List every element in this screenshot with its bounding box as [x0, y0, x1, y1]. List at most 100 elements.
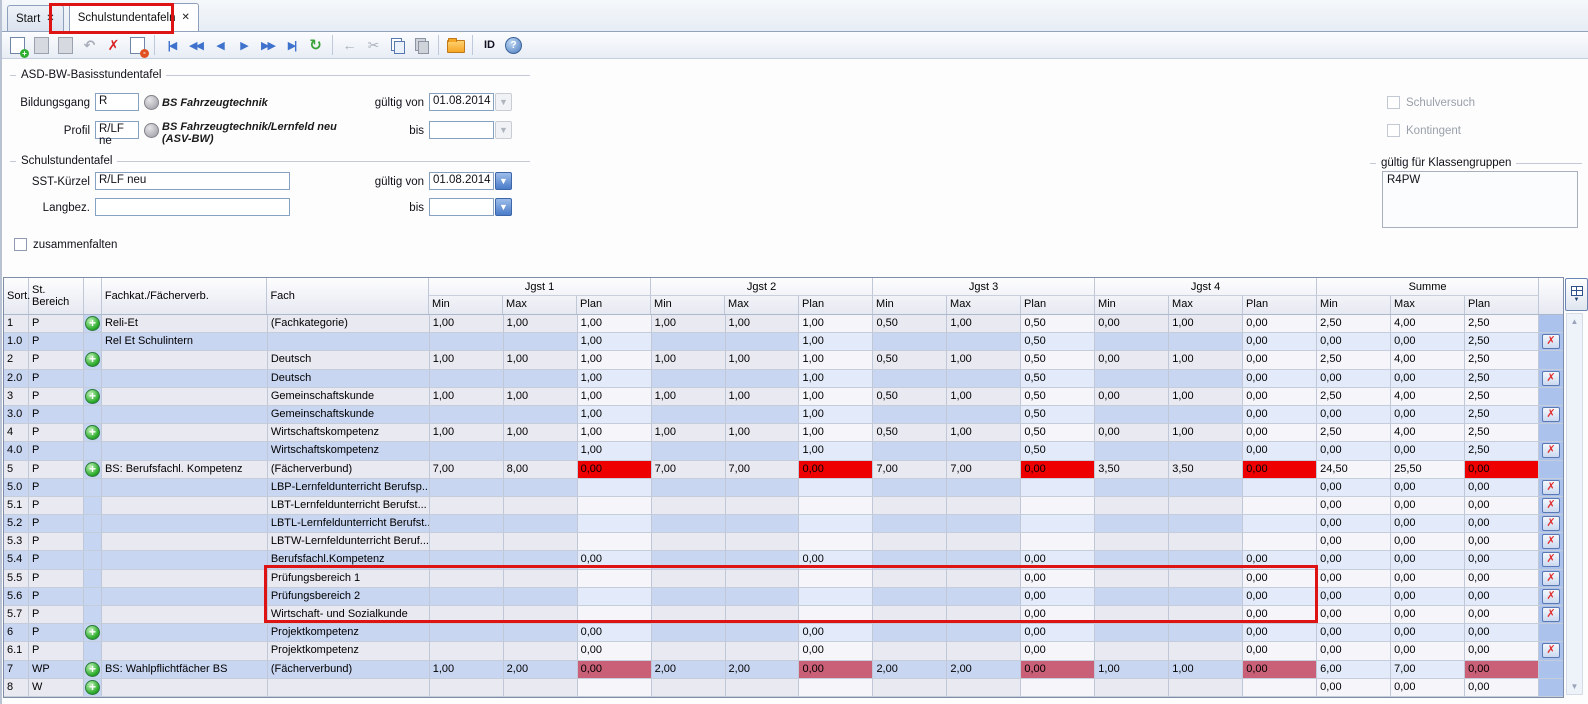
- cell-value[interactable]: [1095, 478, 1170, 497]
- delete-row-icon[interactable]: ✗: [1542, 643, 1560, 659]
- cell-value[interactable]: [725, 442, 800, 461]
- cell-value[interactable]: [651, 606, 726, 625]
- cell-value[interactable]: 0,00: [1243, 460, 1318, 479]
- cell-value[interactable]: 0,00: [1391, 533, 1466, 552]
- cell-value[interactable]: 1,00: [725, 387, 800, 406]
- schul-bis-dropdown-icon[interactable]: ▼: [495, 198, 512, 216]
- cell-value[interactable]: [873, 333, 948, 352]
- cell-value[interactable]: [799, 478, 874, 497]
- cell-fach[interactable]: (Fachkategorie): [267, 315, 430, 334]
- cell-value[interactable]: 0,00: [799, 660, 874, 679]
- cell-value[interactable]: [799, 587, 874, 606]
- scroll-up-icon[interactable]: ▲: [1570, 317, 1579, 326]
- cell-value[interactable]: [1243, 515, 1318, 534]
- cell-fachkat[interactable]: [101, 678, 268, 697]
- cell-fachkat[interactable]: [101, 551, 268, 570]
- cell-fach[interactable]: Gemeinschaftskunde: [267, 405, 430, 425]
- add-row-icon[interactable]: +: [84, 661, 100, 677]
- cell-value[interactable]: [429, 587, 504, 606]
- schul-bis-value[interactable]: [429, 198, 494, 216]
- delete-row-icon[interactable]: ✗: [1542, 497, 1560, 513]
- cell-value[interactable]: 0,00: [1391, 606, 1466, 625]
- profil-input[interactable]: R/LF ne: [95, 121, 139, 147]
- cell-value[interactable]: [799, 678, 874, 697]
- cell-value[interactable]: 0,00: [1317, 642, 1392, 661]
- duplicate-record-icon[interactable]: [54, 34, 77, 57]
- cell-value[interactable]: [503, 442, 578, 461]
- cell-value[interactable]: [725, 478, 800, 497]
- cell-value[interactable]: 0,00: [1243, 624, 1318, 643]
- scroll-down-icon[interactable]: ▼: [1570, 682, 1579, 691]
- cell-value[interactable]: [873, 405, 948, 425]
- cell-value[interactable]: [873, 533, 948, 552]
- cell-value[interactable]: [725, 515, 800, 534]
- cell-value[interactable]: 0,00: [1243, 569, 1318, 588]
- tab-start[interactable]: Start ✕: [7, 5, 64, 31]
- cell-value[interactable]: 1,00: [429, 424, 504, 443]
- cell-value[interactable]: [1169, 678, 1244, 697]
- cell-value[interactable]: 0,50: [873, 351, 948, 370]
- cell-value[interactable]: [1095, 606, 1170, 625]
- cell-value[interactable]: 0,00: [1317, 333, 1392, 352]
- cell-value[interactable]: 1,00: [503, 351, 578, 370]
- cell-value[interactable]: 0,50: [1021, 424, 1096, 443]
- cell-value[interactable]: [429, 478, 504, 497]
- nav-last-icon[interactable]: ▶|: [280, 34, 303, 57]
- cell-value[interactable]: [799, 606, 874, 625]
- cell-value[interactable]: [947, 496, 1022, 516]
- cell-value[interactable]: [429, 333, 504, 352]
- cell-value[interactable]: 1,00: [503, 387, 578, 406]
- cell-value[interactable]: 0,00: [1391, 405, 1466, 425]
- cell-value[interactable]: 0,00: [1243, 642, 1318, 661]
- cell-value[interactable]: 0,00: [1243, 442, 1318, 461]
- add-row-icon[interactable]: +: [84, 316, 100, 331]
- cell-value[interactable]: 0,00: [1391, 369, 1466, 388]
- cell-value[interactable]: [1169, 551, 1244, 570]
- cell-value[interactable]: [725, 333, 800, 352]
- list-item[interactable]: R4PW: [1387, 174, 1421, 186]
- column-chooser-button[interactable]: ▼: [1565, 278, 1588, 311]
- cell-value[interactable]: [651, 496, 726, 516]
- cell-value[interactable]: 0,00: [1317, 551, 1392, 570]
- cell-value[interactable]: [947, 569, 1022, 588]
- cell-fachkat[interactable]: [101, 478, 268, 497]
- cell-value[interactable]: [429, 551, 504, 570]
- cell-fach[interactable]: (Fächerverbund): [267, 660, 430, 679]
- cell-value[interactable]: 0,00: [1243, 587, 1318, 606]
- cell-value[interactable]: [799, 533, 874, 552]
- undo-icon[interactable]: ↶: [78, 34, 101, 57]
- cell-value[interactable]: 1,00: [577, 315, 652, 334]
- cell-value[interactable]: 2,50: [1317, 351, 1392, 370]
- new-record-icon[interactable]: +: [6, 34, 29, 58]
- cell-value[interactable]: 0,00: [577, 551, 652, 570]
- cell-fachkat[interactable]: [101, 624, 268, 643]
- cell-value[interactable]: [503, 551, 578, 570]
- cell-value[interactable]: [429, 678, 504, 697]
- delete-row-icon[interactable]: ✗: [1542, 607, 1560, 622]
- cell-value[interactable]: 0,00: [1317, 678, 1392, 697]
- cell-fachkat[interactable]: Reli-Et: [101, 315, 268, 334]
- add-row-icon[interactable]: +: [84, 679, 100, 695]
- cell-value[interactable]: 1,00: [799, 315, 874, 334]
- cell-value[interactable]: [651, 478, 726, 497]
- cell-fachkat[interactable]: [101, 569, 268, 588]
- cell-value[interactable]: [873, 496, 948, 516]
- cell-fach[interactable]: Prüfungsbereich 2: [267, 587, 430, 606]
- cell-value[interactable]: 0,00: [799, 642, 874, 661]
- folder-icon[interactable]: [444, 34, 467, 57]
- cell-value[interactable]: 1,00: [577, 369, 652, 388]
- id-button[interactable]: ID: [478, 34, 501, 57]
- cell-value[interactable]: [1095, 515, 1170, 534]
- vertical-scrollbar[interactable]: ▲ ▼: [1566, 313, 1583, 695]
- cell-value[interactable]: 0,00: [1243, 606, 1318, 625]
- cell-value[interactable]: 1,00: [577, 405, 652, 425]
- cell-value[interactable]: [503, 478, 578, 497]
- cell-fach[interactable]: Berufsfachl.Kompetenz: [267, 551, 430, 570]
- cell-value[interactable]: [1169, 587, 1244, 606]
- cell-value[interactable]: [947, 678, 1022, 697]
- add-row-icon[interactable]: +: [84, 625, 100, 641]
- cell-value[interactable]: 0,00: [1317, 478, 1392, 497]
- cell-value[interactable]: [947, 442, 1022, 461]
- cell-value[interactable]: [577, 496, 652, 516]
- cell-value[interactable]: [1095, 551, 1170, 570]
